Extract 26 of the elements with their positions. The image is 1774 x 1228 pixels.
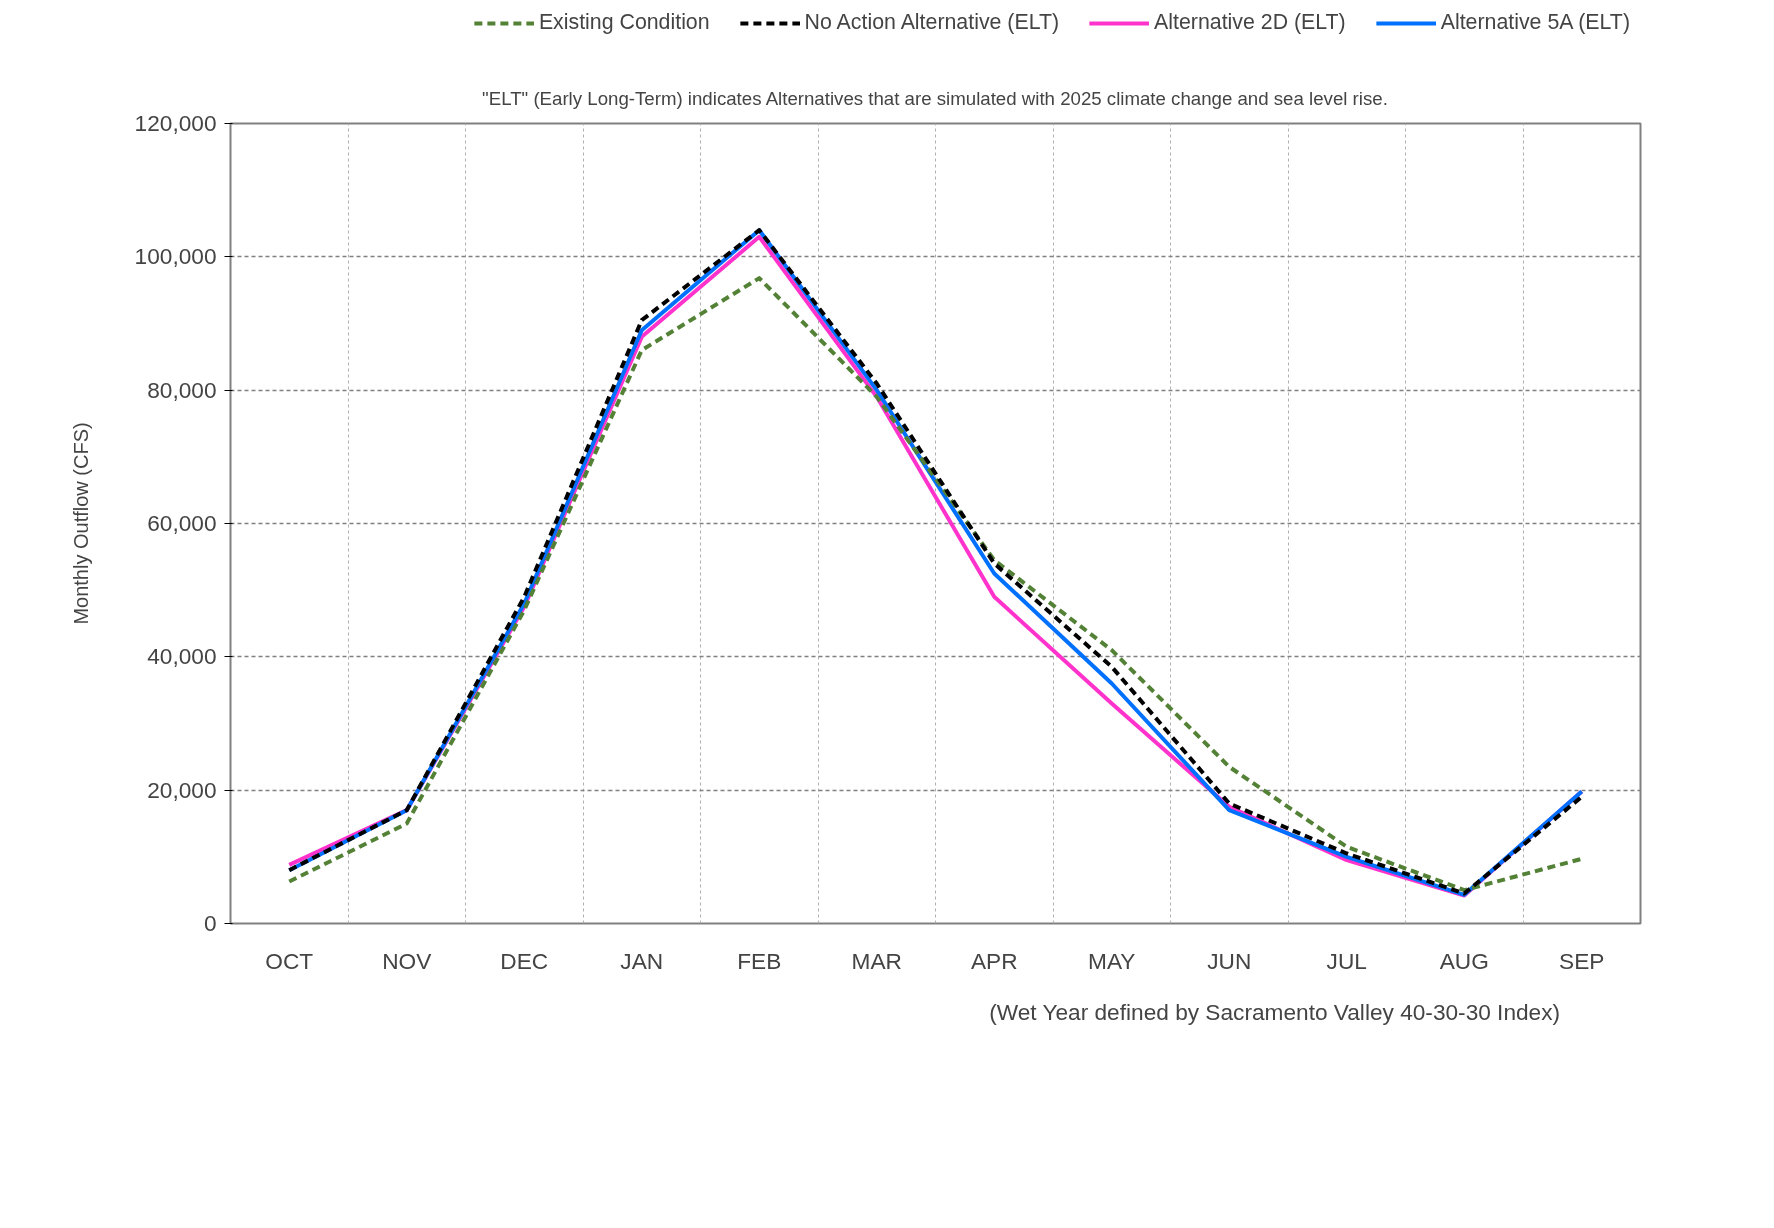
y-tick-label: 80,000 (147, 376, 217, 403)
x-tick-label: NOV (382, 947, 433, 974)
x-tick-label: JUN (1207, 947, 1252, 974)
x-tick-label: OCT (265, 947, 314, 974)
chart-subtitle: "ELT" (Early Long-Term) indicates Alternatives that are simulated with 2025 climate change and sea level rise. (482, 87, 1388, 109)
x-tick-label: MAY (1088, 947, 1136, 974)
y-tick-label: 60,000 (147, 510, 217, 536)
legend-label: Alternative 2D (ELT) (1154, 10, 1346, 35)
x-tick-label: AUG (1439, 947, 1489, 974)
x-tick-label: APR (970, 947, 1018, 974)
y-axis-title: Monthly Outflow (CFS) (69, 422, 92, 625)
x-tick-label: JUL (1326, 947, 1367, 974)
legend-label: Alternative 5A (ELT) (1440, 10, 1630, 35)
y-tick-label: 40,000 (147, 643, 217, 670)
y-tick-label: 20,000 (147, 776, 217, 803)
text: (Wet Year defined by Sacramento Valley 40-30-30 Index) (989, 998, 1561, 1025)
x-tick-label: FEB (737, 947, 782, 974)
x-tick-label: DEC (500, 947, 549, 974)
legend-label: Existing Condition (538, 10, 710, 35)
legend-label: No Action Alternative (ELT) (804, 10, 1060, 35)
x-tick-label: MAR (851, 947, 902, 974)
y-tick-label: 120,000 (134, 110, 217, 136)
y-tick-label: 0 (203, 910, 217, 936)
y-tick-label: 100,000 (134, 243, 217, 270)
x-tick-label: SEP (1559, 947, 1605, 974)
x-tick-label: JAN (620, 947, 664, 974)
